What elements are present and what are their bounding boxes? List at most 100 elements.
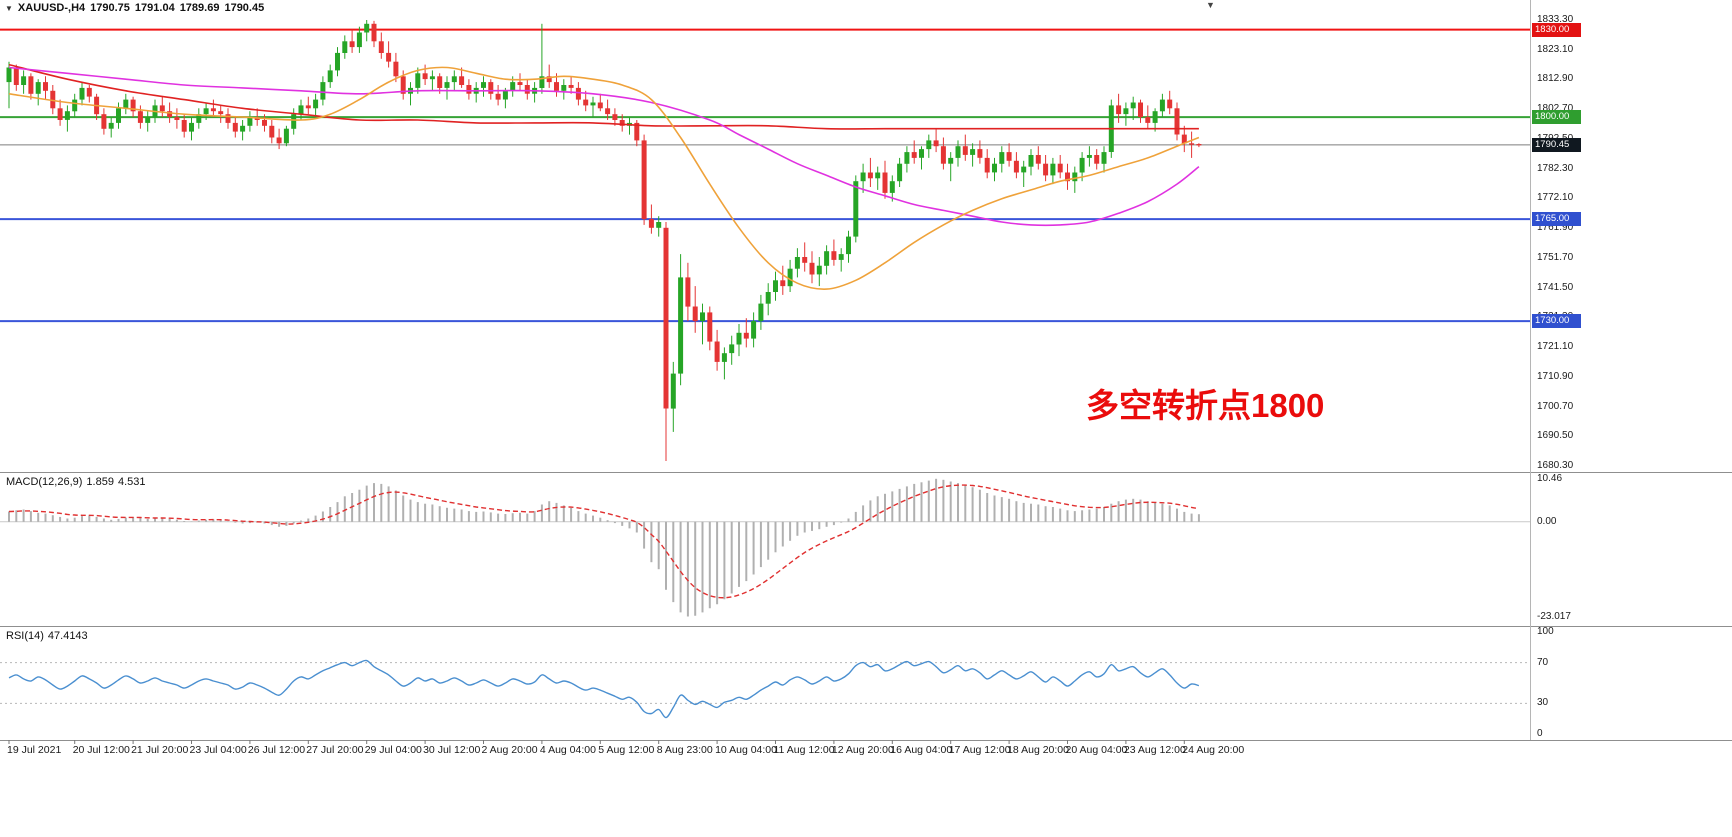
macd-axis-tick: -23.017 xyxy=(1537,610,1571,622)
candle-body xyxy=(283,128,289,144)
candle-body xyxy=(247,117,253,126)
price-tag: 1830.00 xyxy=(1532,22,1581,37)
candle-body xyxy=(444,82,450,88)
candle-body xyxy=(685,277,691,307)
price-axis-tick: 1680.30 xyxy=(1537,460,1574,471)
price-axis-tick: 1741.50 xyxy=(1537,281,1574,293)
candle-body xyxy=(1094,155,1100,164)
time-axis-label: 12 Aug 20:00 xyxy=(831,744,894,756)
macd-name: MACD(12,26,9) xyxy=(6,476,83,488)
candle-body xyxy=(57,108,63,120)
candle-body xyxy=(999,152,1005,164)
candle-body xyxy=(1021,166,1027,173)
ma-slow-red xyxy=(8,63,1199,130)
candle-body xyxy=(1006,152,1012,161)
candle-body xyxy=(371,23,377,42)
price-axis-tick: 1823.10 xyxy=(1537,43,1574,55)
candle-body xyxy=(904,152,910,164)
candle-body xyxy=(1050,163,1056,176)
candle-body xyxy=(335,52,340,71)
candle-body xyxy=(1159,99,1165,112)
candle-body xyxy=(240,125,246,132)
time-axis-label: 16 Aug 04:00 xyxy=(890,744,953,756)
candle-body xyxy=(510,82,516,91)
candle-body xyxy=(1072,172,1078,182)
price-tag: 1765.00 xyxy=(1532,212,1581,227)
candle-body xyxy=(364,23,370,33)
candle-body xyxy=(305,105,311,109)
candle-body xyxy=(729,344,735,354)
ma-fast-orange xyxy=(8,66,1200,290)
candle-body xyxy=(167,111,173,117)
price-axis-tick: 1690.50 xyxy=(1537,430,1574,442)
candle-body xyxy=(6,67,12,83)
price-axis-tick: 1833.30 xyxy=(1537,14,1574,25)
text-annotation[interactable]: 多空转折点1800 xyxy=(1086,387,1325,424)
candle-body xyxy=(1013,160,1019,173)
candle-body xyxy=(751,321,757,339)
candle-body xyxy=(13,67,19,85)
candle-body xyxy=(28,76,34,94)
macd-main-value: 1.859 xyxy=(86,476,114,488)
candle-body xyxy=(962,146,968,155)
candle-body xyxy=(605,108,611,115)
candle-body xyxy=(386,52,392,62)
candle-body xyxy=(1035,155,1041,164)
candle-body xyxy=(1057,163,1063,173)
candle-body xyxy=(758,303,764,322)
candle-body xyxy=(889,181,895,193)
candle-body xyxy=(670,373,676,409)
candle-body xyxy=(64,111,70,120)
price-axis-tick: 1761.90 xyxy=(1537,222,1574,234)
rsi-value: 47.4143 xyxy=(47,630,88,642)
candle-body xyxy=(43,82,48,91)
candle-body xyxy=(269,125,275,138)
price-axis-tick: 1751.70 xyxy=(1537,251,1574,263)
candle-body xyxy=(349,41,355,48)
candle-body xyxy=(1189,143,1195,145)
candle-body xyxy=(50,90,56,109)
time-axis-label: 30 Jul 12:00 xyxy=(423,744,481,756)
candle-body xyxy=(1130,102,1136,109)
candle-body xyxy=(838,254,844,260)
chart-shift-marker-icon[interactable]: ▼ xyxy=(1206,0,1215,10)
price-tag: 1730.00 xyxy=(1532,314,1581,329)
candle-body xyxy=(882,172,888,193)
candle-body xyxy=(203,108,209,115)
candle-body xyxy=(262,120,267,126)
candle-body xyxy=(546,76,552,83)
rsi-line xyxy=(8,659,1200,719)
candle-body xyxy=(948,157,954,164)
candle-body xyxy=(422,73,428,80)
candle-body xyxy=(437,76,443,88)
candle-body xyxy=(539,76,545,88)
candle-body xyxy=(174,117,180,120)
candle-body xyxy=(970,149,976,155)
candle-body xyxy=(736,332,742,345)
candle-body xyxy=(1028,155,1034,167)
candle-body xyxy=(232,122,238,132)
candle-body xyxy=(1086,155,1092,158)
collapse-arrow-icon[interactable]: ▼ xyxy=(5,4,13,13)
time-axis-label: 29 Jul 04:00 xyxy=(364,744,422,756)
candle-body xyxy=(794,257,800,269)
time-axis-label: 11 Aug 12:00 xyxy=(773,744,835,756)
candle-body xyxy=(955,146,961,158)
candle-body xyxy=(1145,117,1151,123)
rsi-indicator-label: RSI(14) 47.4143 xyxy=(6,630,92,642)
time-axis-label: 23 Jul 04:00 xyxy=(189,744,247,756)
candle-body xyxy=(342,41,348,53)
candle-body xyxy=(1065,172,1070,182)
candle-body xyxy=(656,222,662,228)
price-tag: 1800.00 xyxy=(1532,110,1581,125)
time-axis-label: 23 Aug 12:00 xyxy=(1123,744,1186,756)
candle-body xyxy=(1181,134,1187,144)
candle-body xyxy=(1116,105,1122,115)
candle-body xyxy=(816,265,822,275)
candle-body xyxy=(196,114,202,123)
candle-body xyxy=(459,76,465,85)
price-axis-tick: 1812.90 xyxy=(1537,73,1574,85)
price-axis-tick: 1782.30 xyxy=(1537,162,1574,174)
candle-body xyxy=(291,114,297,129)
